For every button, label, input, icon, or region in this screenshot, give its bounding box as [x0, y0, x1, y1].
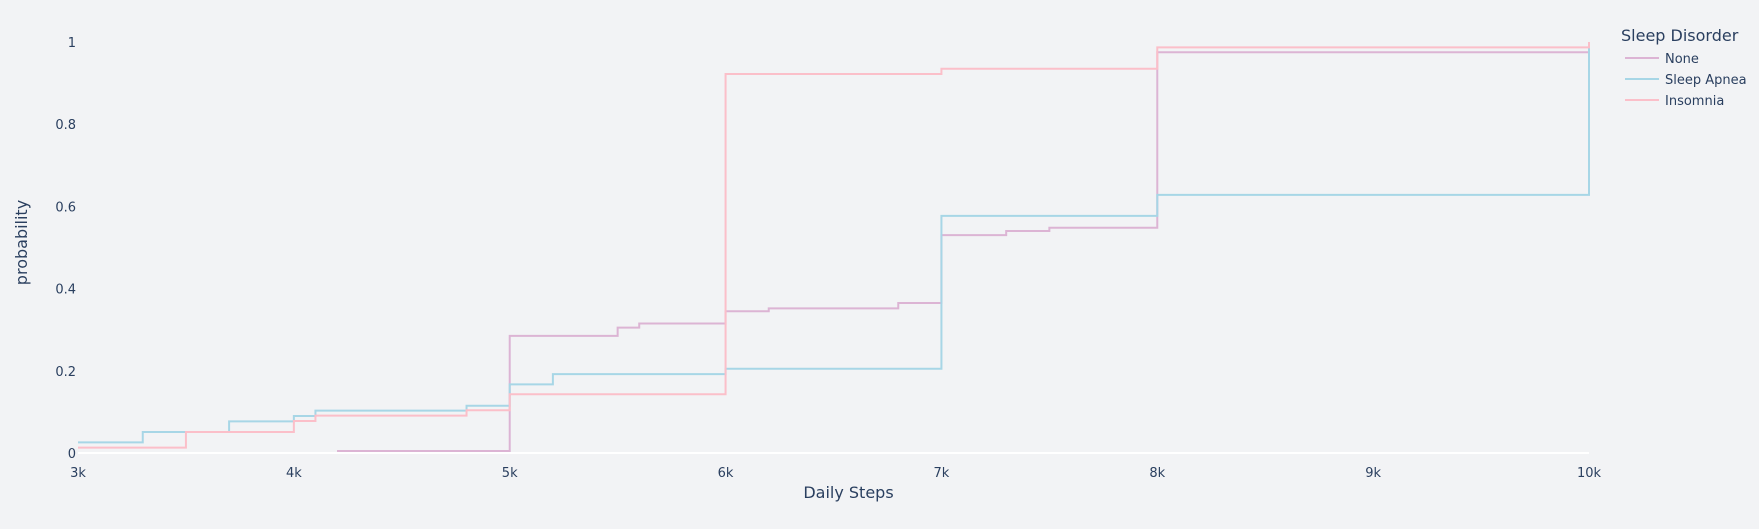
x-axis-ticks: 3k 4k 5k 6k 7k 8k 9k 10k — [70, 466, 1601, 481]
y-tick-label: 0.2 — [55, 365, 76, 380]
legend-label: Insomnia — [1665, 94, 1724, 109]
x-tick-label: 6k — [718, 466, 734, 481]
plot-area — [78, 42, 1590, 452]
legend-item[interactable]: Sleep Apnea — [1625, 73, 1747, 88]
legend-items: None Sleep Apnea Insomnia — [1625, 52, 1747, 109]
series-line-0[interactable] — [337, 42, 1590, 452]
series-line-2[interactable] — [78, 42, 1590, 449]
x-axis-title: Daily Steps — [803, 483, 893, 502]
series-line-1[interactable] — [78, 42, 1590, 444]
x-tick-label: 7k — [934, 466, 950, 481]
legend-label: Sleep Apnea — [1665, 73, 1747, 88]
legend[interactable]: Sleep Disorder None Sleep Apnea Insomnia — [1621, 26, 1747, 109]
legend-title: Sleep Disorder — [1621, 26, 1739, 45]
y-tick-label: 0.8 — [55, 118, 76, 133]
y-tick-label: 0 — [68, 447, 76, 462]
x-tick-label: 10k — [1577, 466, 1602, 481]
x-tick-label: 9k — [1365, 466, 1381, 481]
y-axis-ticks: 0 0.2 0.4 0.6 0.8 1 — [55, 36, 76, 462]
y-tick-label: 1 — [68, 36, 76, 51]
y-tick-label: 0.4 — [55, 283, 76, 298]
y-axis-title: probability — [12, 200, 31, 285]
legend-item[interactable]: Insomnia — [1625, 94, 1724, 109]
y-tick-label: 0.6 — [55, 200, 76, 215]
x-tick-label: 8k — [1149, 466, 1165, 481]
x-tick-label: 5k — [502, 466, 518, 481]
legend-label: None — [1665, 52, 1699, 67]
x-tick-label: 4k — [286, 466, 302, 481]
legend-item[interactable]: None — [1625, 52, 1699, 67]
x-tick-label: 3k — [70, 466, 86, 481]
